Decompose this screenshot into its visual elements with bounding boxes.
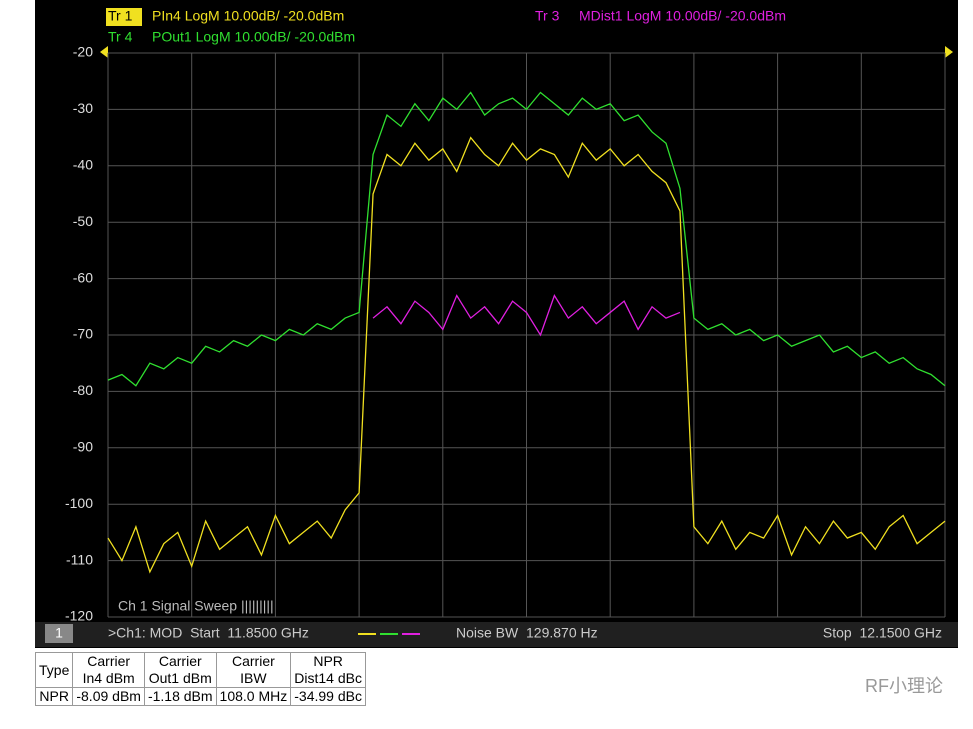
- trace-id: Tr 4: [108, 29, 133, 45]
- legend-entry: PIn4 LogM 10.00dB/ -20.0dBm: [152, 8, 344, 24]
- npr-table: TypeCarrierIn4 dBmCarrierOut1 dBmCarrier…: [35, 652, 366, 706]
- y-tick-label: -60: [73, 269, 93, 285]
- header-text: NPR: [294, 653, 362, 670]
- status-start: >Ch1: MOD Start 11.8500 GHz: [108, 625, 309, 641]
- y-tick-label: -30: [73, 100, 93, 116]
- y-tick-label: -70: [73, 326, 93, 342]
- legend-entry: MDist1 LogM 10.00dB/ -20.0dBm: [579, 8, 786, 24]
- header-cell: CarrierIBW: [216, 653, 291, 688]
- screen-background: [35, 0, 958, 648]
- header-text: IBW: [220, 670, 288, 687]
- y-tick-label: -90: [73, 439, 93, 455]
- header-text: Dist14 dBc: [294, 670, 362, 687]
- data-cell: NPR: [36, 688, 73, 706]
- data-cell: -1.18 dBm: [144, 688, 216, 706]
- sweep-label: Ch 1 Signal Sweep |||||||||: [118, 598, 274, 614]
- y-tick-label: -80: [73, 382, 93, 398]
- header-row: TypeCarrierIn4 dBmCarrierOut1 dBmCarrier…: [36, 653, 366, 688]
- y-tick-label: -110: [66, 551, 93, 567]
- channel-number: 1: [55, 625, 63, 641]
- legend-entry: POut1 LogM 10.00dB/ -20.0dBm: [152, 29, 355, 45]
- trace-id: Tr 3: [535, 8, 560, 24]
- data-row: NPR-8.09 dBm-1.18 dBm108.0 MHz-34.99 dBc: [36, 688, 366, 706]
- y-tick-label: -50: [73, 213, 93, 229]
- header-text: In4 dBm: [76, 670, 141, 687]
- trace-id: Tr 1: [108, 8, 133, 24]
- data-cell: 108.0 MHz: [216, 688, 291, 706]
- header-text: Carrier: [220, 653, 288, 670]
- status-noise-bw: Noise BW 129.870 Hz: [456, 625, 598, 641]
- y-tick-label: -100: [65, 495, 93, 511]
- y-tick-label: -20: [73, 44, 93, 60]
- y-tick-label: -40: [73, 157, 93, 173]
- status-stop: Stop 12.1500 GHz: [823, 625, 942, 641]
- y-tick-label: -120: [65, 608, 93, 624]
- header-text: Carrier: [76, 653, 141, 670]
- header-cell: CarrierIn4 dBm: [73, 653, 145, 688]
- header-text: Type: [39, 662, 69, 679]
- header-cell: Type: [36, 653, 73, 688]
- header-cell: CarrierOut1 dBm: [144, 653, 216, 688]
- watermark: RF小理论: [865, 672, 943, 698]
- data-cell: -34.99 dBc: [291, 688, 366, 706]
- header-text: Carrier: [148, 653, 213, 670]
- data-cell: -8.09 dBm: [73, 688, 145, 706]
- header-text: Out1 dBm: [148, 670, 213, 687]
- header-cell: NPRDist14 dBc: [291, 653, 366, 688]
